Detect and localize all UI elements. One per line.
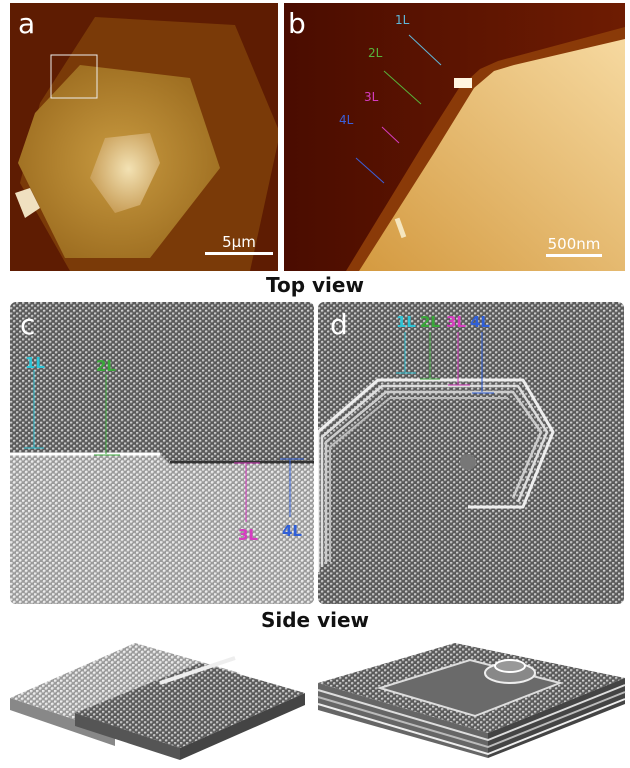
layer-label-4l: 4L [470,313,490,331]
atomic-model-d [318,302,624,604]
layer-label-2l: 2L [96,357,116,375]
scale-bar-label: 500nm [547,235,601,253]
layer-label-3l: 3L [446,313,466,331]
side-model-right [317,643,626,758]
afm-image-b [284,3,625,271]
layer-arrows-b [355,34,442,184]
inner-flake [90,133,160,213]
layer-label-2l: 2L [368,46,383,60]
layer-label-3l: 3L [364,90,379,104]
side-model-left [10,643,305,760]
afm-panel-b: b 1L 2L 3L 4L 500nm [284,3,625,271]
scale-bar-a: 5μm [205,233,273,255]
afm-panel-a: a 5μm [10,3,278,271]
layer-label-1l: 1L [25,354,45,372]
zoom-region-box [50,54,98,99]
layer-label-2l: 2L [420,313,440,331]
layer-label-1l: 1L [396,313,416,331]
scale-bar-label: 5μm [222,233,256,251]
panel-label-d: d [330,308,348,341]
caption-top-view: Top view [266,273,364,297]
layer-label-3l: 3L [238,526,258,544]
model-panel-d: d 1L 2L 3L 4L [318,302,624,604]
atomic-model-c [10,302,314,604]
side-view-models [10,643,626,760]
layer-label-4l: 4L [282,522,302,540]
model-panel-c: c 1L 2L 3L 4L [10,302,314,604]
panel-label-c: c [20,308,36,341]
layer-label-1l: 1L [395,13,410,27]
panel-label-b: b [288,7,306,40]
scale-bar-b: 500nm [546,235,602,257]
panel-label-a: a [18,7,36,40]
caption-side-view: Side view [260,608,370,632]
layer-label-4l: 4L [339,113,354,127]
afm-image-a [10,3,278,271]
